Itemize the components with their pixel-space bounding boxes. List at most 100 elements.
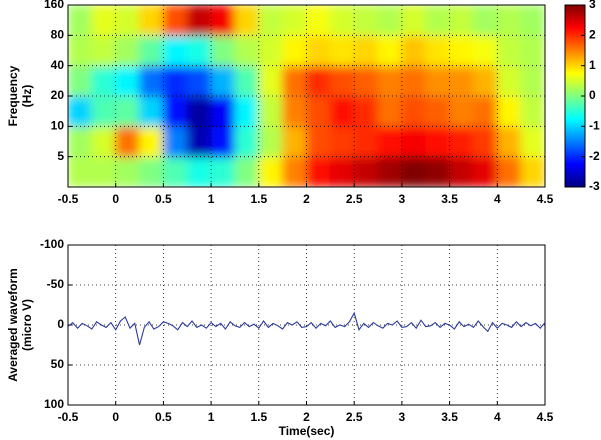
y-tick-label: 40 [51,58,65,72]
heatmap-cell [162,5,188,36]
heatmap-cell [258,65,284,97]
x-tick-label: 1 [208,192,215,206]
heatmap-cell [115,156,141,187]
heatmap-cell [282,5,307,36]
y-tick-label: 0 [57,317,64,331]
heatmap-cell [401,34,427,67]
heatmap-cell [329,34,355,67]
heatmap-cell [139,156,164,187]
x-tick-label: 4.5 [537,410,554,424]
heatmap-cell [449,65,474,97]
x-tick-label: 3.5 [441,192,458,206]
heatmap-cell [162,95,188,127]
heatmap-cell [68,95,93,127]
heatmap-cell [472,95,498,127]
heatmap-cell [353,34,379,67]
heatmap-cell [449,34,474,67]
heatmap-cell [91,65,117,97]
x-tick-label: 4.5 [537,192,554,206]
heatmap-cell [186,5,212,36]
y-tick-label: 10 [51,119,65,133]
heatmap-cell [472,65,498,97]
heatmap-cell [186,95,212,127]
heatmap-cell [377,65,403,97]
x-tick-label: 3.5 [441,410,458,424]
y-tick-label: 80 [51,28,65,42]
x-tick-label: 4 [494,192,501,206]
heatmap-cell [329,5,355,36]
heatmap-cell [353,5,379,36]
heatmap-cell [377,5,403,36]
heatmap-cell [68,125,93,158]
x-axis-label: Time(sec) [279,424,335,438]
heatmap-cell [377,34,403,67]
heatmap-cell [425,34,451,67]
heatmap-cell [520,65,545,97]
heatmap-cell [234,65,260,97]
heatmap-cell [282,156,307,187]
y-tick-label: 50 [51,357,65,371]
heatmap-cell [329,65,355,97]
colorbar-tick-label: 0 [589,88,596,102]
heatmap-cell [377,156,403,187]
heatmap-cell [520,95,545,127]
heatmap-cell [139,125,164,158]
heatmap-cell [377,95,403,127]
heatmap-cell [401,65,427,97]
heatmap-cell [234,34,260,67]
heatmap-cell [234,125,260,158]
heatmap-cell [520,5,545,36]
heatmap-cell [115,5,141,36]
heatmap-cell [425,65,451,97]
heatmap-cell [234,156,260,187]
heatmap-cell [520,125,545,158]
x-tick-label: 2.5 [346,410,363,424]
x-tick-label: 2 [303,410,310,424]
colorbar-tick-label: -3 [589,179,600,193]
heatmap-cell [353,65,379,97]
heatmap-cell [258,125,284,158]
heatmap-cell [520,34,545,67]
heatmap-cell [258,156,284,187]
heatmap-cell [425,156,451,187]
y-tick-label: 20 [51,88,65,102]
x-tick-label: 0 [112,410,119,424]
heatmap-cell [210,65,236,97]
heatmap-cell [496,5,522,36]
heatmap-cell [91,34,117,67]
x-tick-label: -0.5 [58,192,79,206]
heatmap-clip [68,5,545,187]
heatmap-cell [282,125,307,158]
x-tick-label: 2.5 [346,192,363,206]
heatmap-cell [115,125,141,158]
heatmap-cell [115,95,141,127]
x-tick-label: 1 [208,410,215,424]
heatmap-cell [401,5,427,36]
heatmap-cell [162,156,188,187]
heatmap-cell [329,156,355,187]
heatmap-cell [449,125,474,158]
heatmap-cell [139,65,164,97]
heatmap-cell [210,95,236,127]
heatmap-cell [472,156,498,187]
x-tick-label: 1.5 [250,410,267,424]
y-axis-label: (micro V) [20,299,34,351]
colorbar-tick-label: 1 [589,58,596,72]
heatmap-cell [234,95,260,127]
colorbar-tick-label: 2 [589,28,596,42]
heatmap-cell [306,125,331,158]
x-tick-label: 2 [303,192,310,206]
heatmap-cell [425,5,451,36]
heatmap-cell [68,156,93,187]
heatmap-cell [139,5,164,36]
y-tick-label: 160 [44,0,64,11]
heatmap-cell [282,65,307,97]
heatmap-cell [306,95,331,127]
heatmap-cell [162,125,188,158]
heatmap-cell [353,95,379,127]
heatmap-cell [282,95,307,127]
heatmap-cell [139,34,164,67]
heatmap-cell [472,125,498,158]
heatmap-cell [496,125,522,158]
